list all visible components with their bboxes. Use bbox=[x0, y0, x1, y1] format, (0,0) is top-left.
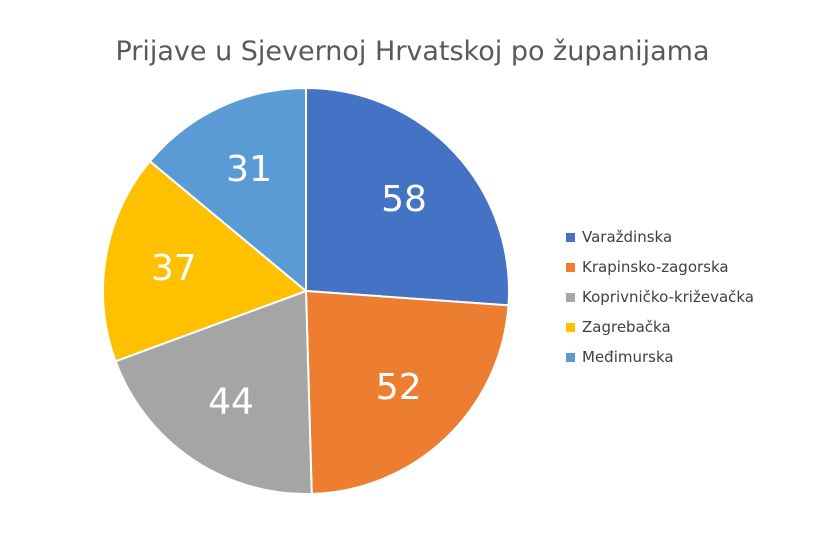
data-label-1: 52 bbox=[376, 367, 422, 408]
legend-item-4: Međimurska bbox=[566, 342, 754, 372]
chart-title: Prijave u Sjevernoj Hrvatskoj po županij… bbox=[115, 36, 710, 67]
legend-swatch bbox=[566, 262, 575, 272]
data-label-4: 31 bbox=[226, 149, 272, 190]
legend-swatch bbox=[566, 322, 575, 332]
legend-item-3: Zagrebačka bbox=[566, 312, 754, 342]
legend-label: Međimurska bbox=[582, 348, 674, 366]
pie-slice-1 bbox=[304, 289, 510, 495]
legend-item-2: Koprivničko-križevačka bbox=[566, 282, 754, 312]
legend-swatch bbox=[566, 232, 575, 242]
pie-slice-3 bbox=[102, 159, 308, 363]
legend-label: Varaždinska bbox=[582, 228, 673, 246]
legend-item-0: Varaždinska bbox=[566, 222, 754, 252]
data-label-2: 44 bbox=[208, 382, 254, 423]
data-label-0: 58 bbox=[381, 179, 427, 220]
legend-item-1: Krapinsko-zagorska bbox=[566, 252, 754, 282]
legend-label: Krapinsko-zagorska bbox=[582, 258, 729, 276]
pie-slice-4 bbox=[148, 86, 307, 294]
legend-swatch bbox=[566, 352, 575, 362]
legend-swatch bbox=[566, 292, 575, 302]
pie-slice-0 bbox=[305, 86, 510, 307]
legend-label: Zagrebačka bbox=[582, 318, 671, 336]
legend-label: Koprivničko-križevačka bbox=[582, 288, 754, 306]
legend: Varaždinska Krapinsko-zagorska Koprivničko… bbox=[566, 222, 754, 372]
data-label-3: 37 bbox=[151, 248, 197, 289]
pie-slice-2 bbox=[114, 289, 313, 495]
